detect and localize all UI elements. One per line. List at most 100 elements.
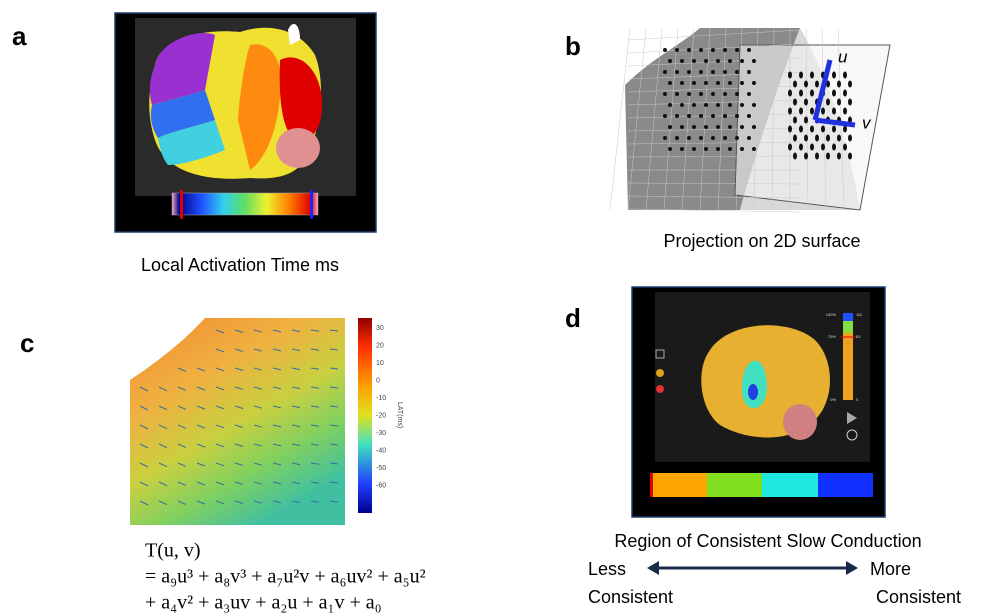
node [735,92,739,96]
node [788,108,792,115]
colorbar-tick-label: -10 [376,395,386,402]
node [832,90,836,97]
node [815,135,819,142]
node [843,144,847,151]
node [747,92,751,96]
node [799,90,803,97]
node [747,136,751,140]
node [699,92,703,96]
node [788,126,792,133]
node [692,81,696,85]
node [799,72,803,79]
node [687,92,691,96]
node [723,114,727,118]
icon [656,369,664,377]
node [740,147,744,151]
node [793,135,797,142]
scale-label: Less [588,559,626,579]
node [752,125,756,129]
axis-label: u [838,47,848,66]
bar-label: 75% [828,334,836,339]
panel-label: b [565,31,581,61]
node [716,81,720,85]
consistency-bar [843,321,853,333]
double-arrow [647,561,858,575]
node [810,126,814,133]
colorbar-tick-label: 20 [376,342,384,349]
caption: Projection on 2D surface [663,231,860,251]
node [740,103,744,107]
equation-line: + a₄v² + a₃uv + a₂u + a₁v + a₀ [145,592,382,614]
node [832,144,836,151]
node [826,99,830,106]
node [716,103,720,107]
node [821,126,825,133]
segment [762,473,818,497]
node [735,136,739,140]
segment [652,473,707,497]
node [692,147,696,151]
node [799,108,803,115]
segment [818,473,873,497]
node [815,81,819,88]
node [680,81,684,85]
node [663,48,667,52]
node [793,81,797,88]
consistency-bar [843,313,853,321]
node [843,108,847,115]
node [668,125,672,129]
icon [656,385,664,393]
node [752,147,756,151]
node [711,70,715,74]
colorbar-tick-label: 30 [376,325,384,332]
marker [310,190,313,219]
node [735,114,739,118]
node [793,153,797,160]
bar-label: 100% [826,312,837,317]
node [680,147,684,151]
node [699,70,703,74]
node [723,48,727,52]
caption: Local Activation Time ms [141,255,339,275]
panel-label: a [12,21,27,51]
node [675,48,679,52]
panel-label: c [20,328,34,358]
node [675,70,679,74]
mesh-illustration [610,28,890,212]
node [680,125,684,129]
node [711,92,715,96]
node [668,103,672,107]
scale-label: More [870,559,911,579]
node [723,70,727,74]
marker [180,190,183,219]
node [810,72,814,79]
bar-label: 111 [856,312,863,317]
node [837,153,841,160]
node [699,114,703,118]
node [740,81,744,85]
node [716,125,720,129]
node [735,48,739,52]
node [793,99,797,106]
node [675,92,679,96]
node [804,135,808,142]
bar-label: 0% [830,397,836,402]
node [716,147,720,151]
node [747,70,751,74]
scale-label: Consistent [588,587,673,607]
equation-line: = a₉u³ + a₈v³ + a₇u²v + a₆uv² + a₅u² [145,566,426,588]
colorbar-tick-label: 10 [376,360,384,367]
node [837,81,841,88]
node [837,99,841,106]
region [276,128,320,168]
colorbar-tick-label: -50 [376,465,386,472]
colorbar [172,193,318,215]
region [748,384,758,400]
node [711,114,715,118]
node [799,144,803,151]
node [821,108,825,115]
node [716,59,720,63]
node [747,48,751,52]
colorbar-tick-label: -60 [376,482,386,489]
node [826,153,830,160]
